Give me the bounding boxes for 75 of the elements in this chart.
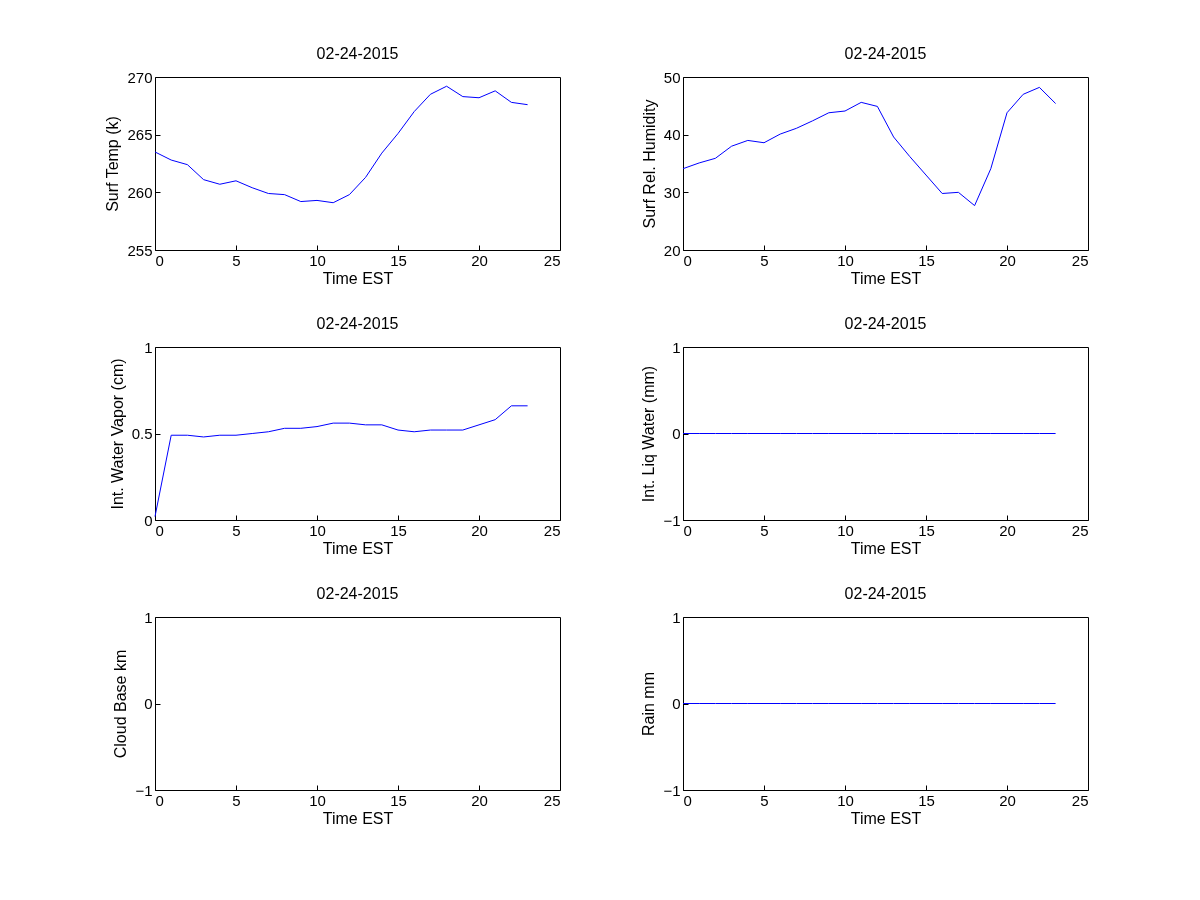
x-tick-label: 25 (1071, 521, 1089, 539)
y-tick-label: 0 (672, 425, 681, 442)
x-axis-title: Time EST (850, 539, 922, 557)
x-axis-title: Time EST (850, 809, 922, 827)
y-tick-label: 1 (672, 608, 681, 626)
x-tick-label: 15 (918, 791, 935, 809)
x-tick-label: 25 (543, 791, 561, 809)
x-tick-label: 20 (471, 251, 488, 269)
x-tick-label: 10 (837, 251, 854, 269)
x-tick-label: 0 (683, 521, 692, 539)
y-tick-label: 40 (663, 126, 681, 144)
y-axis-title: Int. Water Vapor (cm) (108, 358, 126, 510)
y-tick-label: 0 (672, 695, 681, 712)
x-tick-label: 0 (155, 791, 164, 809)
y-tick-label: 0 (144, 695, 153, 712)
x-tick-label: 0 (683, 251, 692, 269)
x-tick-label: 5 (232, 521, 241, 539)
x-tick-label: 0 (683, 791, 692, 809)
line-series (154, 85, 529, 204)
y-tick-label: 270 (127, 68, 153, 86)
x-tick-label: 5 (232, 791, 241, 809)
x-tick-label: 15 (918, 521, 935, 539)
y-axis-title: Surf Temp (k) (104, 116, 122, 212)
x-axis-title: Time EST (322, 809, 394, 827)
x-tick-label: 15 (918, 251, 935, 269)
y-tick-label: −1 (663, 511, 681, 529)
y-tick-label: 50 (663, 68, 681, 86)
x-axis-title: Time EST (322, 539, 394, 557)
x-tick-label: 10 (837, 791, 854, 809)
line-series (682, 86, 1057, 207)
x-tick-label: 10 (309, 791, 326, 809)
x-tick-label: 15 (390, 791, 407, 809)
x-axis-title: Time EST (850, 269, 922, 287)
x-tick-label: 15 (390, 251, 407, 269)
y-tick-label: 1 (672, 338, 681, 356)
y-tick-label: −1 (135, 781, 153, 799)
y-tick-label: 265 (127, 126, 153, 144)
x-tick-label: 20 (471, 521, 488, 539)
x-tick-label: 5 (232, 251, 241, 269)
x-tick-label: 10 (837, 521, 854, 539)
y-tick-label: 1 (144, 608, 153, 626)
chart-title: 02-24-2015 (316, 315, 399, 332)
y-axis-title: Int. Liq Water (mm) (640, 365, 658, 503)
x-tick-label: 5 (760, 251, 769, 269)
x-tick-label: 0 (155, 521, 164, 539)
y-axis-title: Cloud Base km (112, 649, 130, 759)
chart-title: 02-24-2015 (844, 585, 927, 602)
y-tick-label: 30 (663, 183, 681, 201)
x-tick-label: 25 (1071, 251, 1089, 269)
x-tick-label: 5 (760, 791, 769, 809)
x-axis-title: Time EST (322, 269, 394, 287)
y-tick-label: −1 (663, 781, 681, 799)
x-tick-label: 20 (471, 791, 488, 809)
x-tick-label: 10 (309, 251, 326, 269)
x-tick-label: 20 (999, 251, 1016, 269)
y-tick-label: 0.5 (131, 425, 153, 442)
x-tick-label: 15 (390, 521, 407, 539)
x-tick-label: 10 (309, 521, 326, 539)
x-tick-label: 0 (155, 251, 164, 269)
x-tick-label: 25 (1071, 791, 1089, 809)
x-tick-label: 5 (760, 521, 769, 539)
line-series (154, 405, 529, 518)
chart-title: 02-24-2015 (316, 45, 399, 62)
x-tick-label: 25 (543, 251, 561, 269)
y-tick-label: 255 (127, 241, 153, 259)
chart-title: 02-24-2015 (844, 315, 927, 332)
chart-title: 02-24-2015 (316, 585, 399, 602)
chart-title: 02-24-2015 (844, 45, 927, 62)
x-tick-label: 20 (999, 791, 1016, 809)
y-tick-label: 1 (144, 338, 153, 356)
y-axis-title: Surf Rel. Humidity (640, 99, 658, 229)
y-tick-label: 260 (127, 183, 153, 201)
x-tick-label: 20 (999, 521, 1016, 539)
y-axis-title: Rain mm (640, 671, 658, 737)
x-tick-label: 25 (543, 521, 561, 539)
